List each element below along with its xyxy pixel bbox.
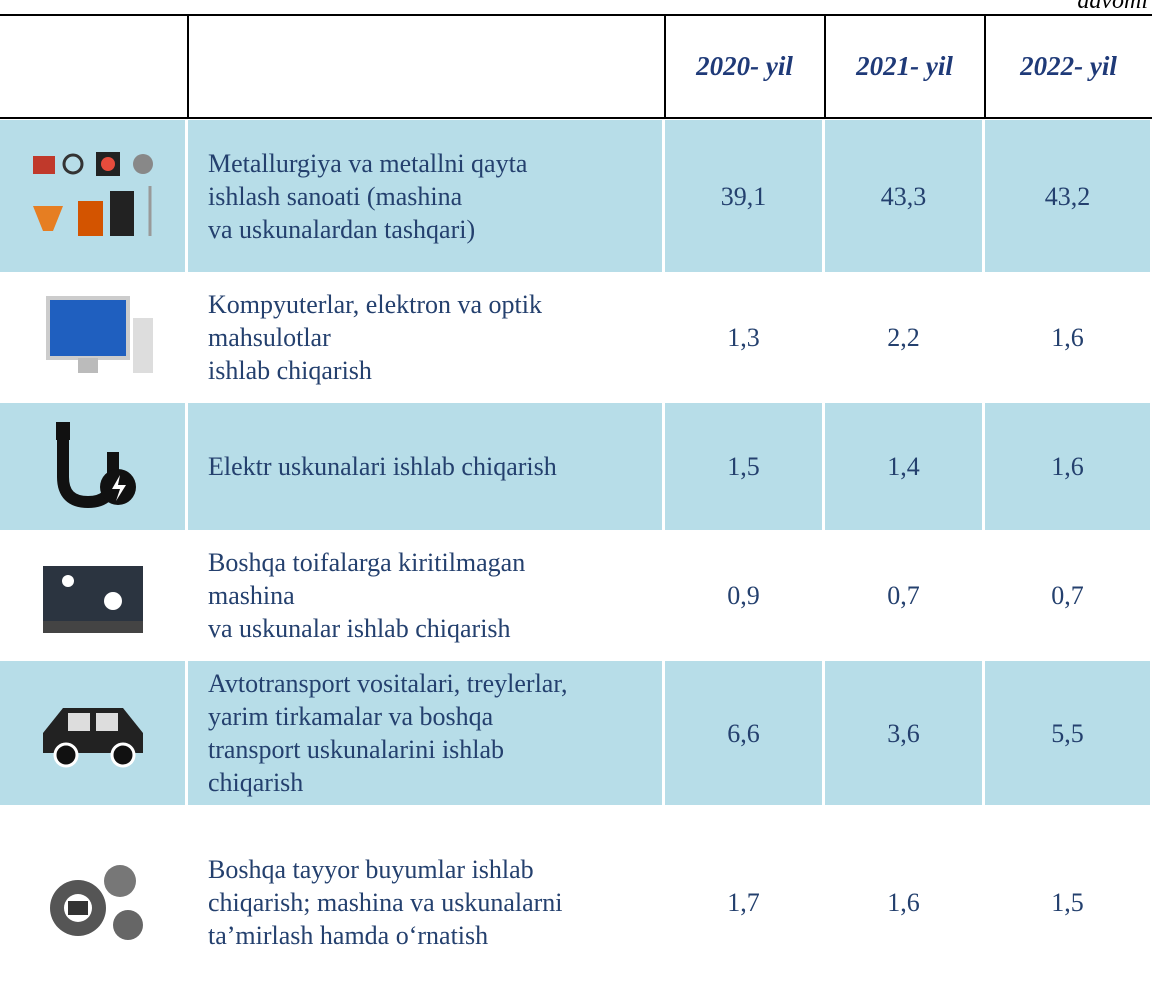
row-label: Elektr uskunalari ishlab chiqarish: [188, 403, 662, 530]
page: davomi 2020- yil2021- yil2022- yil Metall…: [0, 0, 1152, 997]
note: davomi: [1077, 0, 1148, 15]
value-cell: 1,7: [665, 808, 822, 997]
value-cell: 39,1: [665, 120, 822, 272]
row-icon: [0, 275, 185, 400]
value-cell: 2,2: [825, 275, 982, 400]
row-label: Avtotransport vositalari, treylerlar,yar…: [188, 661, 662, 805]
label-line: Boshqa toifalarga kiritilmagan: [208, 546, 525, 579]
row-icon: [0, 661, 185, 805]
value-cell: 6,6: [665, 661, 822, 805]
row-icon: [0, 808, 185, 997]
column-header: 2021- yil: [825, 15, 984, 118]
icon: [28, 417, 158, 517]
value-cell: 43,2: [985, 120, 1150, 272]
value-cell: 0,7: [985, 533, 1150, 658]
label-line: chiqarish: [208, 766, 567, 799]
label-line: va uskunalardan tashqari): [208, 213, 527, 246]
label-line: ishlab chiqarish: [208, 354, 542, 387]
row-icon: [0, 120, 185, 272]
label-line: mashina: [208, 579, 525, 612]
column-header: 2022- yil: [985, 15, 1152, 118]
label-line: Metallurgiya va metallni qayta: [208, 147, 527, 180]
icon: [28, 546, 158, 646]
label-line: ta’mirlash hamda o‘rnatish: [208, 919, 563, 952]
label-line: Kompyuterlar, elektron va optik: [208, 288, 542, 321]
value-cell: 1,6: [825, 808, 982, 997]
icon: [28, 853, 158, 953]
value-cell: 3,6: [825, 661, 982, 805]
label-line: yarim tirkamalar va boshqa: [208, 700, 567, 733]
value-cell: 1,3: [665, 275, 822, 400]
icon: [28, 146, 158, 246]
icon: [28, 683, 158, 783]
row-icon: [0, 403, 185, 530]
column-header: 2020- yil: [665, 15, 824, 118]
label-line: va uskunalar ishlab chiqarish: [208, 612, 525, 645]
row-icon: [0, 533, 185, 658]
label-line: Avtotransport vositalari, treylerlar,: [208, 667, 567, 700]
value-cell: 0,9: [665, 533, 822, 658]
value-cell: 1,5: [665, 403, 822, 530]
icon: [28, 288, 158, 388]
value-cell: 1,5: [985, 808, 1150, 997]
label-line: mahsulotlar: [208, 321, 542, 354]
value-cell: 1,6: [985, 275, 1150, 400]
label-line: Elektr uskunalari ishlab chiqarish: [208, 450, 557, 483]
value-cell: 1,4: [825, 403, 982, 530]
rule: [187, 15, 189, 118]
value-cell: 0,7: [825, 533, 982, 658]
label-line: chiqarish; mashina va uskunalarni: [208, 886, 563, 919]
value-cell: 5,5: [985, 661, 1150, 805]
label-line: ishlash sanoati (mashina: [208, 180, 527, 213]
label-line: Boshqa tayyor buyumlar ishlab: [208, 853, 563, 886]
value-cell: 43,3: [825, 120, 982, 272]
value-cell: 1,6: [985, 403, 1150, 530]
label-line: transport uskunalarini ishlab: [208, 733, 567, 766]
